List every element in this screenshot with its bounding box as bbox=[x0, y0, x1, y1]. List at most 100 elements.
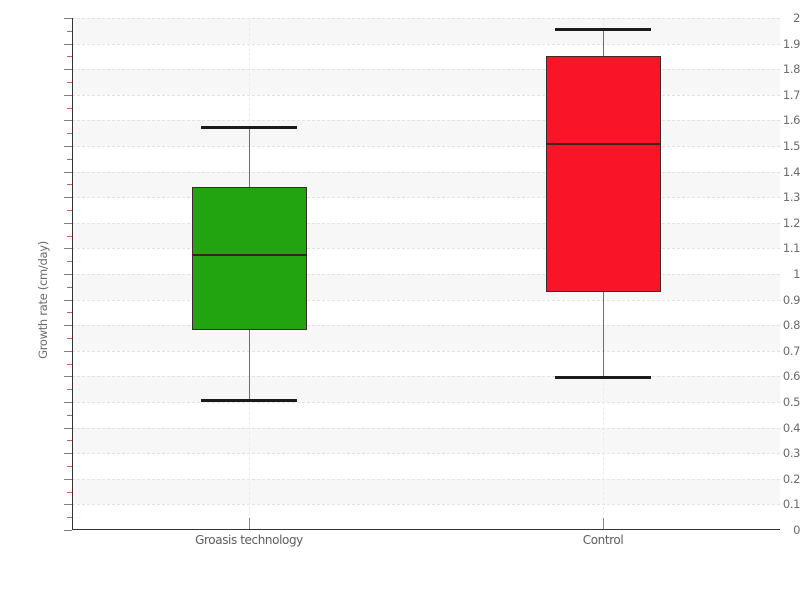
gridline bbox=[72, 325, 780, 327]
y-tick-major bbox=[64, 325, 72, 327]
y-tick-minor bbox=[67, 286, 72, 288]
y-tick-minor bbox=[67, 517, 72, 519]
box-rect bbox=[191, 186, 307, 331]
y-tick-major bbox=[64, 120, 72, 122]
y-tick-minor bbox=[67, 56, 72, 58]
y-tick-label: 1.3 bbox=[782, 190, 800, 205]
y-tick-major bbox=[64, 43, 72, 45]
y-tick-minor bbox=[67, 466, 72, 467]
median-line bbox=[545, 143, 661, 146]
y-axis-title: Growth rate (cm/day) bbox=[35, 241, 50, 359]
gridline bbox=[72, 69, 780, 71]
gridline bbox=[72, 350, 780, 352]
gridline bbox=[72, 427, 780, 429]
y-tick-minor bbox=[67, 312, 72, 314]
y-tick-major bbox=[64, 299, 72, 301]
y-tick-label: 1 bbox=[793, 267, 800, 281]
background-band bbox=[72, 18, 780, 44]
background-band bbox=[72, 171, 780, 198]
y-tick-minor bbox=[67, 440, 72, 442]
y-tick-minor bbox=[67, 389, 72, 391]
y-tick-label: 0 bbox=[793, 523, 800, 537]
y-tick-label: 1.7 bbox=[782, 87, 800, 102]
gridline bbox=[72, 248, 780, 250]
y-tick-minor bbox=[67, 363, 72, 365]
y-tick-label: 0.8 bbox=[782, 318, 800, 333]
background-band bbox=[72, 376, 780, 402]
y-tick-major bbox=[64, 248, 72, 250]
y-tick-minor bbox=[67, 107, 72, 109]
y-tick-minor bbox=[67, 414, 72, 416]
y-tick-major bbox=[64, 94, 72, 96]
y-tick-label: 2 bbox=[793, 11, 800, 25]
y-tick-minor bbox=[67, 184, 72, 186]
x-tick-label: Groasis technology bbox=[195, 533, 303, 547]
y-tick-minor bbox=[67, 235, 72, 237]
y-tick-label: 0.6 bbox=[782, 369, 800, 384]
y-tick-major bbox=[64, 427, 72, 429]
x-tick-label: Control bbox=[582, 533, 624, 547]
background-band bbox=[72, 69, 780, 95]
y-tick-major bbox=[64, 197, 72, 199]
y-tick-major bbox=[64, 18, 72, 19]
y-tick-major bbox=[64, 453, 72, 455]
y-tick-label: 1.1 bbox=[782, 241, 800, 256]
gridline bbox=[72, 453, 780, 455]
x-axis-line bbox=[72, 529, 780, 530]
whisker-cap-lower bbox=[555, 376, 651, 380]
gridline bbox=[72, 171, 780, 173]
y-tick-label: 0.1 bbox=[782, 497, 800, 512]
y-tick-minor bbox=[67, 133, 72, 135]
gridline bbox=[72, 94, 780, 96]
y-tick-major bbox=[64, 146, 72, 147]
gridline bbox=[72, 43, 780, 45]
y-tick-major bbox=[64, 350, 72, 352]
background-band bbox=[72, 120, 780, 146]
y-tick-label: 1.2 bbox=[782, 215, 800, 230]
gridline bbox=[72, 376, 780, 378]
y-tick-label: 1.4 bbox=[782, 164, 800, 179]
y-tick-label: 0.3 bbox=[782, 446, 800, 461]
whisker-cap-lower bbox=[201, 399, 297, 403]
plot-area bbox=[72, 18, 780, 530]
box-rect bbox=[545, 56, 661, 292]
y-tick-major bbox=[64, 376, 72, 378]
background-band bbox=[72, 427, 780, 454]
y-tick-label: 1.9 bbox=[782, 36, 800, 51]
gridline bbox=[72, 299, 780, 301]
y-tick-minor bbox=[67, 30, 72, 32]
y-tick-minor bbox=[67, 491, 72, 493]
gridline bbox=[72, 18, 780, 19]
y-tick-major bbox=[64, 478, 72, 480]
background-band bbox=[72, 325, 780, 351]
y-tick-major bbox=[64, 222, 72, 224]
y-tick-label: 1.5 bbox=[782, 139, 800, 153]
y-axis-line bbox=[72, 18, 73, 530]
gridline bbox=[72, 120, 780, 122]
gridline bbox=[72, 197, 780, 199]
gridline bbox=[72, 222, 780, 224]
background-band bbox=[72, 222, 780, 249]
y-tick-major bbox=[64, 504, 72, 506]
gridline bbox=[72, 504, 780, 506]
y-tick-minor bbox=[67, 338, 72, 339]
y-tick-major bbox=[64, 171, 72, 173]
x-tick bbox=[249, 518, 250, 529]
y-tick-label: 0.2 bbox=[782, 471, 800, 486]
y-tick-label: 0.5 bbox=[782, 395, 800, 409]
y-tick-minor bbox=[67, 158, 72, 160]
whisker-cap-upper bbox=[555, 28, 651, 32]
gridline bbox=[72, 478, 780, 480]
y-tick-label: 0.9 bbox=[782, 292, 800, 307]
y-tick-minor bbox=[67, 261, 72, 263]
gridline bbox=[72, 274, 780, 275]
gridline bbox=[72, 402, 780, 403]
y-tick-major bbox=[64, 69, 72, 71]
y-tick-label: 0.4 bbox=[782, 420, 800, 435]
gridline bbox=[72, 146, 780, 147]
y-tick-label: 1.8 bbox=[782, 62, 800, 77]
background-band bbox=[72, 478, 780, 505]
median-line bbox=[191, 253, 307, 256]
y-tick-label: 0.7 bbox=[782, 343, 800, 358]
